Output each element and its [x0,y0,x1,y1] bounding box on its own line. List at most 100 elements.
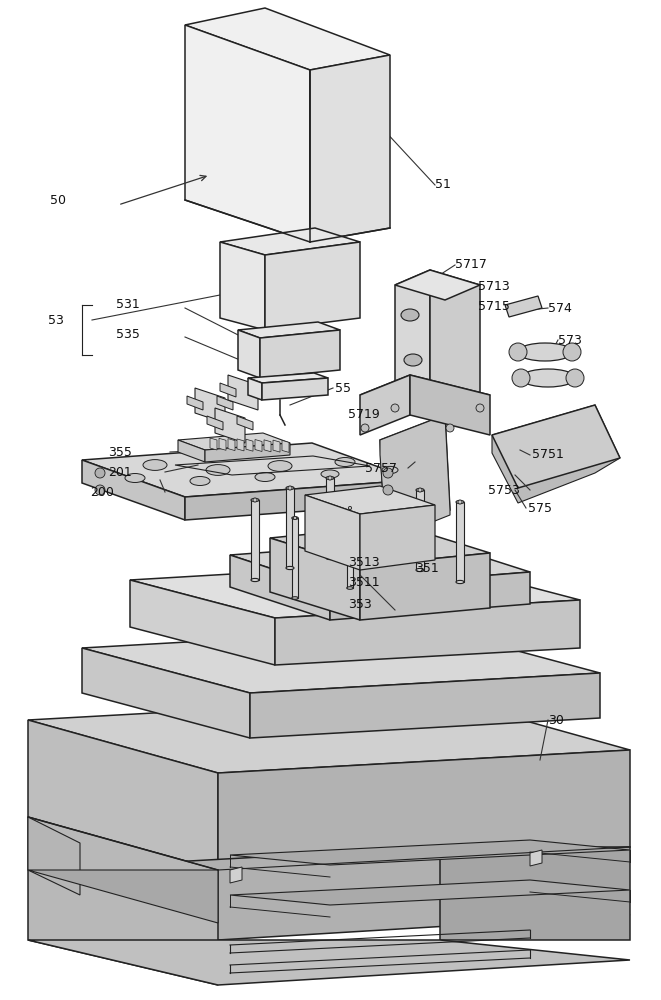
Polygon shape [237,439,244,451]
Circle shape [288,486,292,490]
Circle shape [446,424,454,432]
Polygon shape [28,847,630,940]
Ellipse shape [416,488,424,492]
Text: 5753: 5753 [488,484,520,496]
Polygon shape [410,375,490,435]
Ellipse shape [286,566,294,570]
Polygon shape [217,396,233,410]
Polygon shape [230,880,630,905]
Ellipse shape [190,477,210,486]
Circle shape [509,343,527,361]
Text: 200: 200 [90,486,114,498]
Circle shape [95,468,105,478]
Polygon shape [262,378,328,400]
Ellipse shape [125,474,145,483]
Polygon shape [237,416,253,430]
Polygon shape [185,480,415,520]
Circle shape [328,476,332,480]
Polygon shape [292,518,298,598]
Polygon shape [82,443,415,497]
Polygon shape [28,817,80,895]
Ellipse shape [292,597,298,599]
Ellipse shape [520,369,576,387]
Text: 535: 535 [116,328,140,342]
Polygon shape [456,502,464,582]
Text: 355: 355 [108,446,132,458]
Circle shape [293,516,297,520]
Polygon shape [310,55,390,242]
Ellipse shape [347,587,353,589]
Ellipse shape [404,354,422,366]
Ellipse shape [382,466,398,474]
Ellipse shape [286,486,294,490]
Polygon shape [230,555,330,620]
Polygon shape [395,270,480,300]
Text: 5715: 5715 [478,300,510,314]
Text: 55: 55 [335,381,351,394]
Polygon shape [246,439,253,451]
Polygon shape [205,443,290,462]
Circle shape [361,424,369,432]
Ellipse shape [456,580,464,584]
Polygon shape [492,405,620,488]
Circle shape [383,468,393,478]
Circle shape [458,500,462,504]
Polygon shape [440,847,630,940]
Polygon shape [228,375,258,410]
Text: 5751: 5751 [532,448,564,462]
Text: 5713: 5713 [478,280,510,294]
Ellipse shape [326,556,334,560]
Circle shape [563,343,581,361]
Polygon shape [326,478,334,558]
Ellipse shape [416,568,424,572]
Ellipse shape [251,578,259,582]
Ellipse shape [268,461,292,471]
Polygon shape [330,572,530,620]
Text: 3511: 3511 [348,576,379,588]
Polygon shape [207,416,223,430]
Polygon shape [210,438,217,450]
Text: 353: 353 [348,598,371,611]
Polygon shape [270,525,490,566]
Circle shape [418,488,422,492]
Polygon shape [430,270,480,415]
Polygon shape [275,600,580,665]
Polygon shape [248,378,262,400]
Ellipse shape [292,517,298,519]
Polygon shape [219,438,226,450]
Circle shape [383,485,393,495]
Polygon shape [286,488,294,568]
Text: 575: 575 [528,502,552,514]
Polygon shape [218,750,630,870]
Text: 351: 351 [415,562,439,574]
Ellipse shape [456,500,464,504]
Polygon shape [238,322,340,338]
Circle shape [512,369,530,387]
Polygon shape [178,433,290,450]
Polygon shape [230,540,530,588]
Polygon shape [380,415,450,535]
Text: 573: 573 [558,334,582,347]
Polygon shape [360,505,435,570]
Text: 3513: 3513 [348,556,379,570]
Polygon shape [228,439,235,451]
Text: 531: 531 [116,298,139,312]
Polygon shape [255,440,262,452]
Polygon shape [220,383,236,397]
Polygon shape [251,500,259,580]
Ellipse shape [401,309,419,321]
Polygon shape [28,697,630,773]
Polygon shape [215,408,245,443]
Circle shape [391,404,399,412]
Polygon shape [28,870,218,923]
Polygon shape [360,553,490,620]
Circle shape [348,506,352,510]
Polygon shape [185,25,310,242]
Ellipse shape [335,458,355,466]
Text: 5717: 5717 [455,258,487,271]
Ellipse shape [251,498,259,502]
Polygon shape [230,867,242,883]
Polygon shape [220,242,265,330]
Polygon shape [220,228,360,255]
Text: 51: 51 [435,178,451,192]
